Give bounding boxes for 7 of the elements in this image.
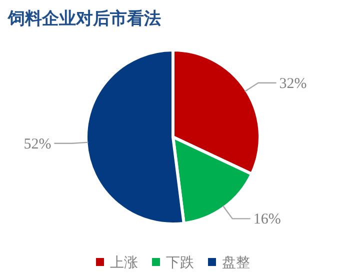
chart-title: 饲料企业对后市看法 [7,9,161,28]
legend-label: 盘整 [222,255,250,271]
data-label: 32% [279,76,307,92]
data-label: 52% [24,136,52,152]
data-label: 16% [253,212,281,228]
legend-label: 上涨 [110,255,138,271]
legend-label: 下跌 [166,255,194,271]
